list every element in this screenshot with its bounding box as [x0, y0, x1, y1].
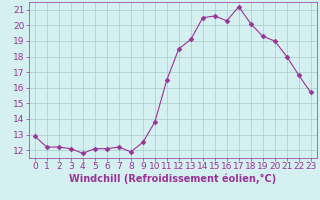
X-axis label: Windchill (Refroidissement éolien,°C): Windchill (Refroidissement éolien,°C) [69, 174, 276, 184]
